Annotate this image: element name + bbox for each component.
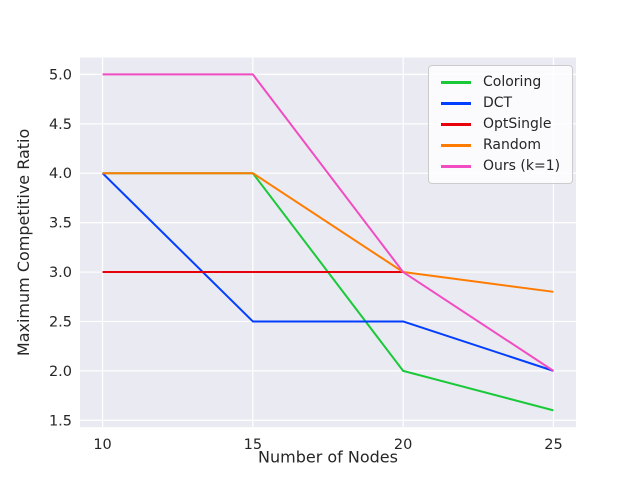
x-tick-label: 10 [93,437,111,453]
legend-item: Random [441,135,560,156]
series-line-dct [101,172,554,372]
x-tick-label: 20 [394,437,412,453]
x-tick-label: 25 [544,437,562,453]
x-axis-label: Number of Nodes [258,448,398,467]
legend-item: Ours (k=1) [441,156,560,177]
legend-label: Random [483,137,541,153]
series-line-random [102,172,554,293]
legend-swatch-ours-k-1 [441,165,471,168]
legend-item: OptSingle [441,114,560,135]
legend-swatch-coloring [441,81,471,84]
x-tick-label: 15 [244,437,262,453]
y-tick-label: 2.0 [49,364,72,380]
y-tick-label: 4.5 [49,117,72,133]
y-tick-label: 2.5 [49,314,72,330]
y-tick-label: 5.0 [49,67,72,83]
legend-swatch-dct [441,102,471,105]
y-tick-label: 3.0 [49,265,72,281]
legend-swatch-random [441,144,471,147]
y-tick-label: 1.5 [49,413,72,429]
legend-swatch-optsingle [441,123,471,126]
legend-label: OptSingle [483,116,552,132]
legend-label: DCT [483,95,513,111]
y-axis-label: Maximum Competitive Ratio [14,129,33,356]
legend-item: DCT [441,93,560,114]
y-tick-label: 4.0 [49,166,72,182]
legend-item: Coloring [441,72,560,93]
legend-label: Ours (k=1) [483,158,561,174]
legend-label: Coloring [483,74,542,90]
y-tick-label: 3.5 [49,216,72,232]
legend: Coloring DCT OptSingle Random Ours (k=1) [428,65,574,184]
series-line-ours-k-1 [102,73,555,372]
